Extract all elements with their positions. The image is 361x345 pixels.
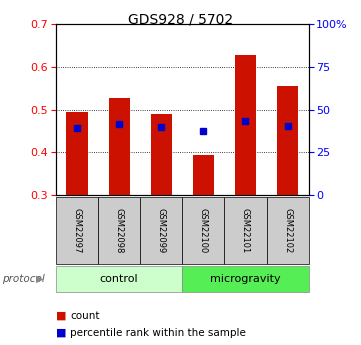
Text: GDS928 / 5702: GDS928 / 5702 (128, 12, 233, 26)
Bar (66, 112, 87, 195)
Text: ▶: ▶ (36, 274, 44, 284)
Text: GSM22097: GSM22097 (73, 208, 82, 253)
Text: GSM22098: GSM22098 (115, 208, 123, 253)
Text: GSM22099: GSM22099 (157, 208, 166, 253)
Bar (109, 98, 130, 195)
Text: ■: ■ (56, 328, 66, 338)
Bar (235, 55, 256, 195)
Text: percentile rank within the sample: percentile rank within the sample (70, 328, 246, 338)
Bar (277, 86, 298, 195)
Bar (151, 114, 172, 195)
Text: GSM22100: GSM22100 (199, 208, 208, 253)
Text: microgravity: microgravity (210, 274, 281, 284)
Text: GSM22101: GSM22101 (241, 208, 250, 253)
Text: ■: ■ (56, 311, 66, 321)
Text: control: control (100, 274, 138, 284)
Text: protocol: protocol (2, 274, 44, 284)
Text: count: count (70, 311, 100, 321)
Bar (193, 155, 214, 195)
Text: GSM22102: GSM22102 (283, 208, 292, 253)
